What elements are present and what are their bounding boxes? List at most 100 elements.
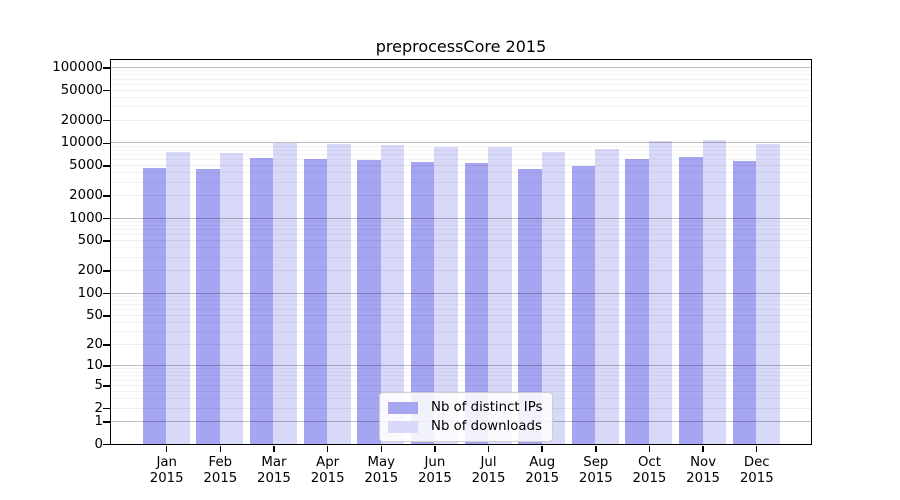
bar-downloads-jan-2015 (166, 152, 190, 444)
bar-downloads-may-2015 (380, 144, 405, 444)
bar-downloads-jul-2015 (488, 146, 512, 444)
x-tick-month: Jan (156, 454, 177, 470)
y-tick-label-10: 10 (86, 358, 103, 374)
x-tick-month: Dec (743, 454, 770, 470)
gridline-8000 (111, 149, 811, 151)
gridline-60 (111, 309, 811, 311)
y-tick-label-500: 500 (77, 233, 103, 249)
gridline-50 (111, 314, 811, 316)
x-tick-mark-nov (702, 446, 704, 452)
legend-row-distinct-ips: Nb of distinct IPs (388, 398, 542, 417)
bar-ips-dec-2015 (732, 161, 757, 444)
x-tick-mark-feb (219, 446, 222, 452)
x-tick-month: Jul (480, 454, 497, 470)
y-tick-label-2: 2 (94, 400, 103, 416)
gridline-20000 (111, 119, 811, 121)
gridline-80000 (111, 74, 811, 76)
bar-ips-apr-2015 (303, 159, 328, 444)
gridline-3000 (111, 181, 811, 183)
bar-downloads-oct-2015 (648, 140, 673, 444)
x-tick-year: 2015 (417, 471, 452, 486)
bar-ips-feb-2015 (196, 168, 220, 444)
y-tick-mark-0 (103, 443, 110, 446)
x-tick-year: 2015 (203, 471, 238, 486)
y-tick-label-10000: 10000 (60, 135, 103, 151)
chart-title: preprocessCore 2015 (375, 37, 547, 56)
x-tick-mark-dec (756, 446, 758, 452)
grid-layer (111, 60, 811, 444)
gridline-10000 (111, 142, 811, 144)
y-tick-mark-50000 (103, 89, 110, 92)
x-tick-year: 2015 (257, 471, 291, 486)
x-tick-month: Feb (208, 454, 233, 470)
x-tick-year: 2015 (149, 471, 184, 486)
gridline-500 (111, 240, 811, 242)
x-tick-year: 2015 (364, 471, 399, 486)
gridline-20 (111, 343, 811, 345)
x-tick-year: 2015 (739, 471, 774, 486)
gridline-90000 (111, 70, 811, 72)
y-tick-label-1000: 1000 (69, 210, 103, 226)
x-tick-month: Aug (529, 454, 556, 470)
y-tick-mark-1000 (103, 217, 110, 220)
x-tick-label-may-2015: May 2015 (349, 455, 413, 488)
gridline-30000 (111, 106, 811, 108)
x-tick-mark-apr (326, 446, 329, 452)
x-tick-year: 2015 (686, 471, 721, 486)
y-tick-mark-50 (103, 315, 110, 317)
x-tick-month: Mar (261, 454, 287, 470)
gridline-40000 (111, 96, 811, 98)
gridline-200 (111, 270, 811, 272)
x-tick-year: 2015 (310, 471, 345, 486)
x-tick-year: 2015 (471, 471, 506, 486)
y-tick-mark-5 (103, 385, 110, 387)
gridline-10 (111, 365, 811, 367)
y-tick-mark-100000 (103, 67, 110, 69)
bar-ips-nov-2015 (679, 157, 703, 444)
x-tick-month: Apr (316, 454, 340, 470)
legend-swatch-downloads (388, 420, 418, 433)
x-tick-label-mar-2015: Mar 2015 (242, 455, 306, 488)
y-tick-mark-20 (103, 344, 110, 346)
x-tick-label-sep-2015: Sep 2015 (564, 455, 628, 488)
legend-label-distinct-ips: Nb of distinct IPs (431, 400, 543, 415)
gridline-100000 (111, 66, 811, 68)
bar-downloads-dec-2015 (756, 144, 780, 444)
gridline-9000 (111, 145, 811, 147)
y-tick-label-50: 50 (86, 307, 103, 323)
x-tick-label-apr-2015: Apr 2015 (296, 455, 360, 488)
y-tick-label-5: 5 (94, 377, 103, 393)
x-tick-mark-oct (648, 446, 651, 452)
gridline-300 (111, 256, 811, 258)
gridline-7000 (111, 153, 811, 155)
gridline-9 (111, 368, 811, 370)
y-tick-label-20: 20 (86, 336, 103, 352)
gridline-900 (111, 220, 811, 222)
x-tick-mark-jul (487, 446, 490, 452)
gridline-80 (111, 299, 811, 301)
gridline-4 (111, 390, 811, 392)
legend-swatch-distinct-ips (388, 401, 418, 414)
y-tick-mark-200 (103, 270, 110, 272)
x-tick-label-jan-2015: Jan 2015 (135, 455, 199, 488)
gridline-7 (111, 375, 811, 377)
bar-ips-jul-2015 (464, 163, 489, 444)
bar-ips-sep-2015 (571, 165, 596, 444)
gridline-30 (111, 331, 811, 333)
bar-downloads-sep-2015 (595, 148, 619, 444)
x-tick-mark-jun (434, 446, 436, 452)
y-tick-label-50000: 50000 (60, 82, 103, 98)
bar-downloads-mar-2015 (273, 143, 297, 444)
legend-row-downloads: Nb of downloads (388, 417, 542, 436)
gridline-700 (111, 229, 811, 231)
bar-ips-aug-2015 (518, 168, 542, 444)
gridline-100 (111, 292, 811, 294)
y-tick-mark-20000 (103, 119, 110, 122)
x-tick-year: 2015 (632, 471, 667, 486)
x-tick-month: Jun (424, 454, 446, 470)
y-tick-label-100000: 100000 (52, 59, 103, 75)
plot-area (110, 59, 812, 445)
y-tick-mark-1 (103, 421, 110, 423)
y-tick-label-0: 0 (94, 436, 103, 452)
gridline-50000 (111, 89, 811, 91)
